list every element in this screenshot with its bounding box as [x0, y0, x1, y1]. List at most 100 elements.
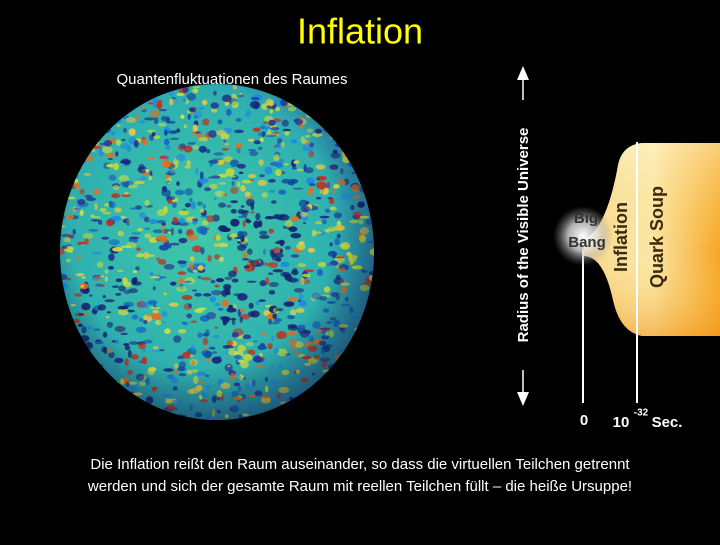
texture: [81, 411, 90, 418]
texture: [88, 132, 94, 136]
texture: [69, 401, 80, 410]
texture: [112, 110, 118, 117]
texture: [335, 104, 340, 107]
texture: [154, 89, 160, 93]
texture: [361, 398, 367, 406]
texture: [344, 144, 355, 148]
time-exponent: -32: [634, 408, 649, 419]
texture: [363, 137, 374, 146]
inflation-label: Inflation: [611, 202, 631, 272]
texture: [79, 147, 88, 156]
texture: [84, 371, 93, 376]
texture: [303, 408, 308, 417]
texture: [78, 397, 87, 400]
texture: [354, 335, 363, 339]
texture: [60, 163, 67, 168]
texture: [347, 379, 352, 386]
texture: [353, 367, 357, 373]
texture: [81, 144, 91, 153]
texture: [285, 409, 293, 414]
texture: [74, 158, 84, 164]
texture: [127, 401, 137, 404]
texture: [60, 88, 64, 93]
texture: [114, 88, 120, 92]
texture: [106, 88, 115, 97]
texture: [146, 416, 156, 420]
texture: [96, 391, 104, 400]
texture: [302, 103, 312, 111]
texture: [357, 404, 364, 413]
texture: [110, 413, 119, 418]
texture: [354, 392, 358, 399]
texture: [109, 113, 116, 119]
texture: [308, 95, 317, 103]
texture: [60, 371, 65, 376]
texture: [111, 95, 119, 101]
texture: [74, 115, 78, 122]
texture: [84, 412, 90, 415]
texture: [60, 388, 66, 394]
texture: [105, 107, 112, 110]
texture: [366, 151, 374, 157]
texture: [305, 108, 316, 114]
texture: [110, 116, 114, 122]
texture: [353, 336, 360, 340]
axis-label: Radius of the Visible Universe: [515, 128, 532, 343]
texture: [66, 332, 70, 337]
texture: [97, 85, 109, 93]
texture: [355, 406, 367, 414]
texture: [126, 397, 136, 402]
texture: [366, 402, 374, 410]
texture: [325, 401, 334, 409]
texture: [370, 362, 374, 371]
texture: [74, 361, 84, 365]
texture: [81, 91, 92, 97]
texture: [304, 88, 310, 94]
texture: [282, 410, 293, 416]
texture: [130, 411, 136, 419]
texture: [356, 339, 365, 345]
texture: [330, 128, 338, 133]
texture: [61, 110, 72, 117]
texture: [319, 101, 329, 108]
texture: [108, 409, 120, 415]
texture: [364, 347, 368, 355]
texture: [370, 112, 374, 116]
texture: [366, 337, 374, 341]
texture: [326, 97, 333, 102]
texture: [308, 409, 315, 415]
texture: [353, 400, 362, 408]
texture: [82, 370, 88, 377]
texture: [370, 413, 374, 417]
texture: [340, 100, 350, 105]
texture: [70, 388, 81, 392]
texture: [67, 119, 77, 125]
texture: [362, 154, 372, 159]
texture: [294, 413, 305, 419]
texture: [88, 363, 92, 366]
texture: [95, 410, 103, 417]
texture: [363, 309, 370, 316]
texture: [339, 357, 346, 365]
texture: [76, 85, 82, 90]
texture: [339, 138, 344, 144]
texture: [356, 152, 363, 158]
texture: [130, 395, 137, 403]
texture: [122, 100, 127, 103]
texture: [93, 137, 99, 141]
texture: [344, 409, 354, 414]
texture: [98, 115, 109, 122]
texture: [64, 104, 74, 109]
texture: [64, 354, 68, 358]
texture: [363, 98, 372, 105]
caption-line: Die Inflation reißt den Raum auseinander…: [90, 456, 630, 473]
texture: [366, 121, 374, 126]
texture: [92, 409, 96, 414]
texture: [88, 381, 92, 388]
texture: [338, 94, 343, 102]
time-unit: Sec.: [652, 414, 683, 431]
texture: [367, 391, 374, 399]
texture: [80, 107, 85, 113]
texture: [74, 350, 81, 353]
texture: [93, 107, 102, 115]
